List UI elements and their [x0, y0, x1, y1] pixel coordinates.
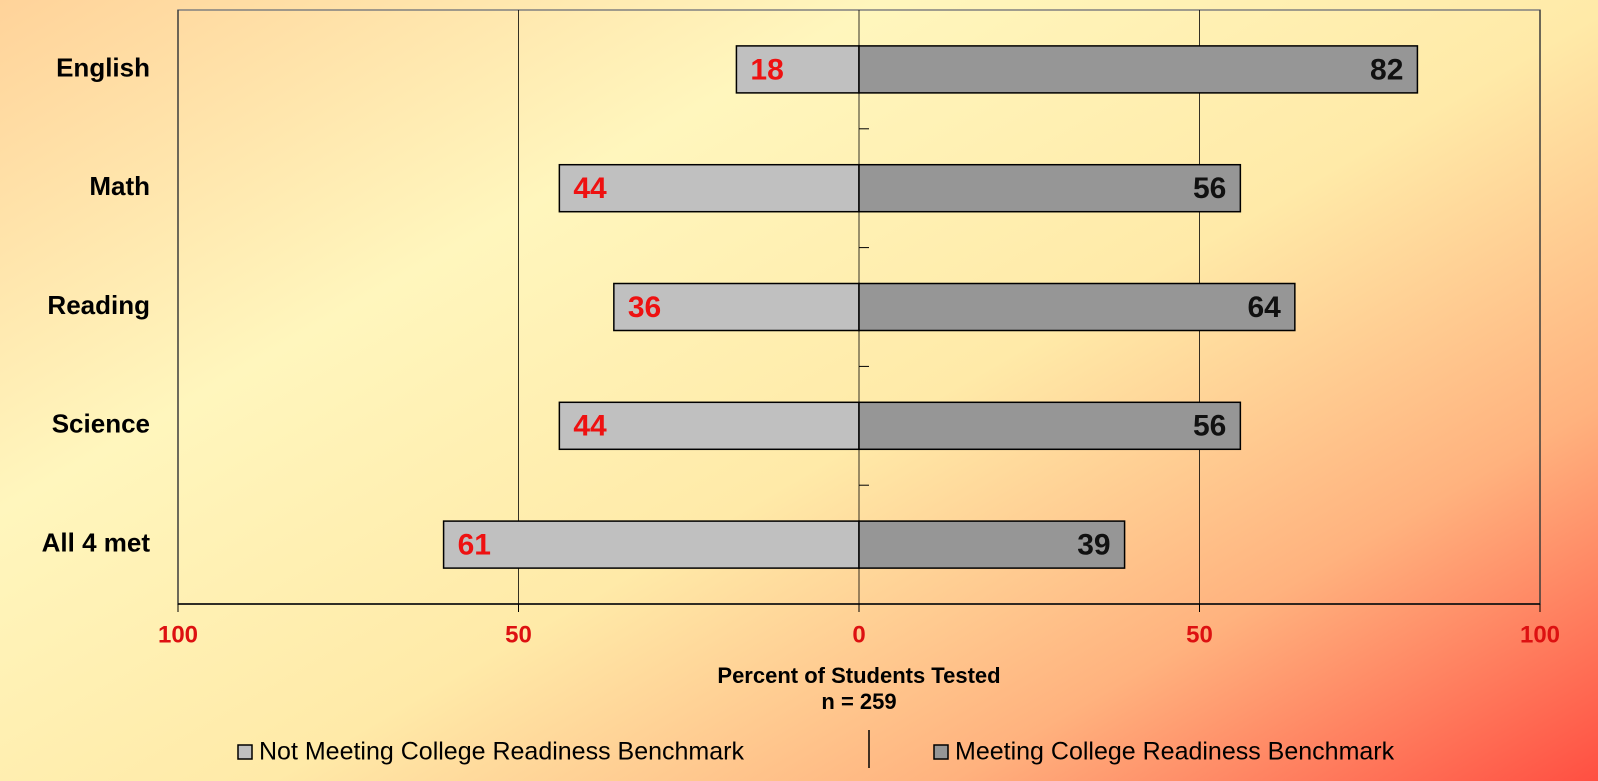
legend-swatch — [237, 744, 253, 760]
data-label: 82 — [1370, 53, 1403, 86]
data-label: 18 — [750, 53, 783, 86]
bar — [442, 520, 860, 569]
bar — [858, 520, 1126, 569]
bar — [558, 401, 860, 451]
legend-swatch — [933, 744, 949, 760]
x-tick-label: 0 — [852, 621, 865, 648]
x-axis-label: Percent of Students Tested — [717, 663, 1000, 688]
bar — [858, 45, 1419, 94]
x-tick-label: 50 — [505, 621, 532, 648]
bar — [858, 282, 1296, 332]
data-label: 44 — [573, 410, 607, 443]
y-tick-label: All 4 met — [42, 527, 151, 557]
bar — [558, 163, 860, 213]
bar — [613, 282, 860, 332]
bar — [858, 163, 1242, 213]
y-tick-label: Science — [52, 409, 150, 439]
y-tick-label: English — [56, 52, 150, 82]
data-label: 56 — [1193, 172, 1226, 205]
data-label: 39 — [1077, 529, 1110, 562]
x-tick-label: 100 — [158, 621, 198, 648]
data-label: 36 — [628, 291, 661, 324]
legend-label: Meeting College Readiness Benchmark — [955, 738, 1395, 766]
y-tick-label: Math — [89, 171, 150, 201]
x-tick-label: 50 — [1186, 621, 1213, 648]
bar — [735, 45, 860, 94]
legend-label: Not Meeting College Readiness Benchmark — [259, 738, 744, 766]
x-tick-label: 100 — [1520, 621, 1560, 648]
data-label: 56 — [1193, 410, 1226, 443]
bar — [858, 401, 1242, 451]
data-label: 44 — [573, 172, 607, 205]
note: n = 259 — [821, 689, 896, 714]
data-label: 61 — [458, 529, 491, 562]
y-tick-label: Reading — [47, 290, 150, 320]
data-label: 64 — [1247, 291, 1281, 324]
